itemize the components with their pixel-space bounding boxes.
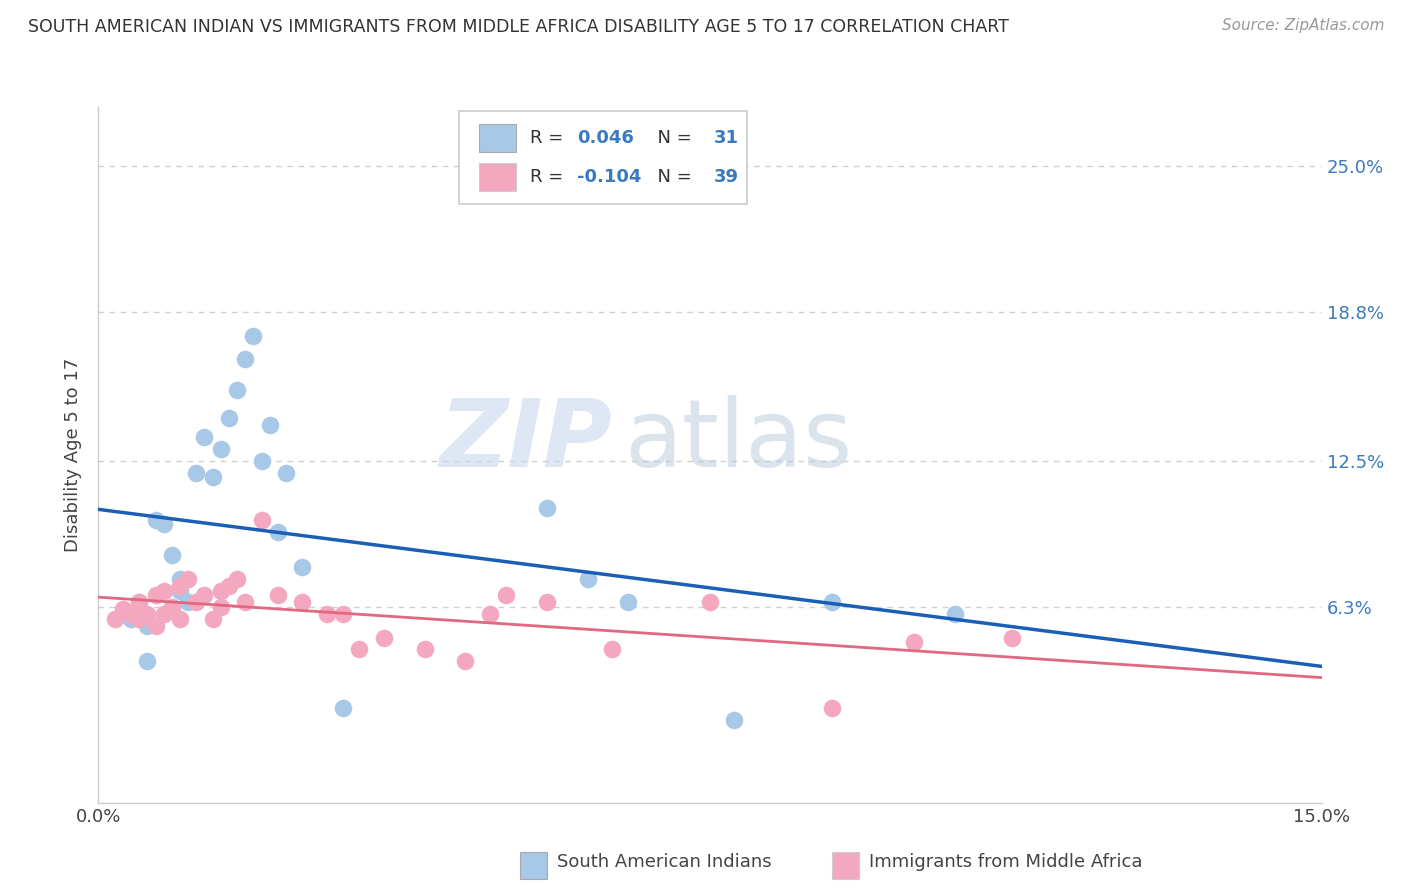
FancyBboxPatch shape [832, 852, 859, 880]
Point [128, 595, 150, 609]
Point [576, 572, 599, 586]
Point [218, 579, 240, 593]
Point [454, 654, 477, 668]
Point [128, 595, 150, 609]
Point [186, 595, 208, 609]
Text: Source: ZipAtlas.com: Source: ZipAtlas.com [1222, 18, 1385, 33]
FancyBboxPatch shape [460, 111, 747, 204]
Point [274, 466, 297, 480]
Point [193, 588, 215, 602]
Point [332, 607, 354, 621]
Point [152, 583, 174, 598]
Point [259, 418, 281, 433]
Point [152, 607, 174, 621]
Point [821, 701, 844, 715]
Point [104, 612, 127, 626]
Point [218, 411, 240, 425]
Point [242, 328, 264, 343]
Point [233, 352, 256, 367]
Point [111, 602, 134, 616]
FancyBboxPatch shape [479, 162, 516, 191]
Point [136, 654, 159, 668]
Point [267, 588, 290, 602]
Point [699, 595, 721, 609]
Point [111, 607, 134, 621]
Text: 39: 39 [714, 168, 738, 186]
Point [120, 607, 142, 621]
Point [943, 607, 966, 621]
Text: SOUTH AMERICAN INDIAN VS IMMIGRANTS FROM MIDDLE AFRICA DISABILITY AGE 5 TO 17 CO: SOUTH AMERICAN INDIAN VS IMMIGRANTS FROM… [28, 18, 1010, 36]
Text: Immigrants from Middle Africa: Immigrants from Middle Africa [869, 853, 1143, 871]
Point [723, 713, 745, 727]
Point [315, 607, 337, 621]
Text: N =: N = [647, 129, 697, 147]
Point [478, 607, 501, 621]
Point [903, 635, 925, 649]
Point [291, 595, 314, 609]
Point [145, 619, 167, 633]
Point [160, 600, 183, 615]
Point [536, 595, 558, 609]
Point [201, 612, 224, 626]
Point [600, 642, 623, 657]
FancyBboxPatch shape [479, 124, 516, 153]
Point [209, 583, 232, 598]
Point [332, 701, 354, 715]
Point [1001, 631, 1024, 645]
Point [177, 595, 200, 609]
Point [128, 612, 150, 626]
Point [186, 466, 208, 480]
Point [169, 583, 191, 598]
Text: -0.104: -0.104 [576, 168, 641, 186]
Point [201, 470, 224, 484]
Text: R =: R = [530, 129, 569, 147]
Point [495, 588, 517, 602]
Point [193, 430, 215, 444]
Point [373, 631, 395, 645]
Point [291, 560, 314, 574]
Point [209, 442, 232, 456]
Point [226, 572, 249, 586]
Text: atlas: atlas [624, 395, 852, 487]
Point [617, 595, 640, 609]
Point [250, 513, 273, 527]
Point [120, 612, 142, 626]
Point [250, 454, 273, 468]
Point [160, 548, 183, 562]
Text: 0.046: 0.046 [576, 129, 634, 147]
Text: N =: N = [647, 168, 697, 186]
Y-axis label: Disability Age 5 to 17: Disability Age 5 to 17 [65, 358, 83, 552]
Point [413, 642, 436, 657]
Point [177, 572, 200, 586]
Text: South American Indians: South American Indians [557, 853, 772, 871]
FancyBboxPatch shape [520, 852, 547, 880]
Point [152, 517, 174, 532]
Point [226, 383, 249, 397]
Point [267, 524, 290, 539]
Point [169, 579, 191, 593]
Point [136, 619, 159, 633]
Point [145, 513, 167, 527]
Point [349, 642, 371, 657]
Text: R =: R = [530, 168, 569, 186]
Point [233, 595, 256, 609]
Text: ZIP: ZIP [439, 395, 612, 487]
Point [536, 500, 558, 515]
Text: 31: 31 [714, 129, 738, 147]
Point [169, 572, 191, 586]
Point [169, 612, 191, 626]
Point [821, 595, 844, 609]
Point [145, 588, 167, 602]
Point [136, 607, 159, 621]
Point [209, 600, 232, 615]
